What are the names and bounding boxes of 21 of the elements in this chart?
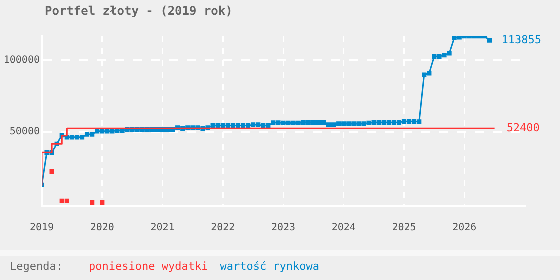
legend-title: Legenda: <box>10 260 63 273</box>
x-tick-label: 2019 <box>30 222 54 234</box>
point <box>64 198 70 204</box>
x-tick-label: 2026 <box>452 222 477 234</box>
x-tick-label: 2025 <box>392 222 416 234</box>
y-tick-label: 100000 <box>4 54 40 66</box>
x-tick-label: 2021 <box>150 222 175 234</box>
point <box>50 169 54 174</box>
annotation: 113855 <box>502 33 542 46</box>
x-tick-label: 2024 <box>332 222 356 234</box>
point <box>100 200 105 206</box>
x-tick-label: 2022 <box>211 222 236 234</box>
x-tick-label: 2023 <box>271 222 296 234</box>
point <box>60 198 64 204</box>
y-tick-label: 50000 <box>10 126 40 138</box>
text: wartość rynkowa <box>220 260 320 273</box>
x-tick-label: 2020 <box>90 222 114 234</box>
text: poniesione wydatki <box>88 260 208 273</box>
chart-title: Portfel złoty - (2019 rok) <box>45 4 233 18</box>
annotation: 52400 <box>506 122 540 135</box>
point <box>90 200 95 206</box>
